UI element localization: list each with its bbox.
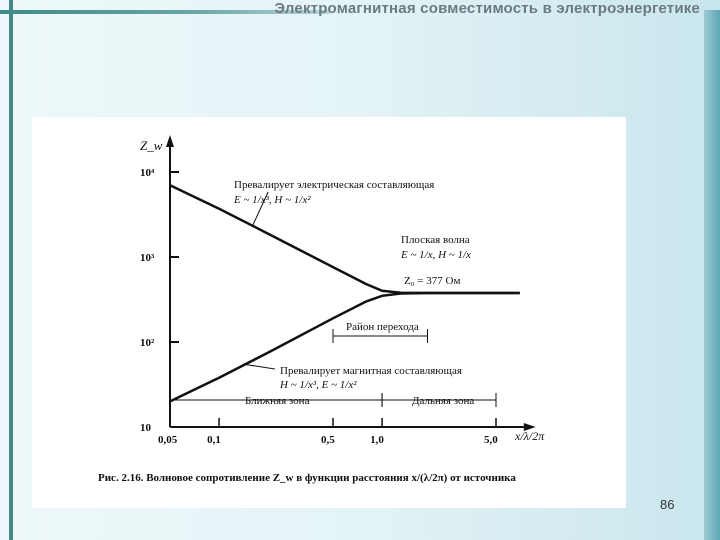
x-tick-label: 0,05 [158, 434, 178, 446]
annotation-magnetic-1: Превалирует магнитная составляющая [280, 365, 462, 377]
figure-caption: Рис. 2.16. Волновое сопротивление Z_w в … [98, 472, 516, 484]
annotation-z0: Z₀ = 377 Ом [404, 275, 460, 287]
figure: 10 10² 10³ 10⁴ 0,05 0,1 0,5 1,0 5,0 Z_w x/λ/2π П… [32, 117, 626, 508]
annotation-magnetic-2: H ~ 1/x³, E ~ 1/x² [279, 379, 357, 391]
y-tick-label: 10 [140, 422, 152, 434]
annotation-near-zone: Ближняя зона [245, 395, 310, 407]
page-number: 86 [660, 497, 675, 512]
y-tick-label: 10⁴ [140, 167, 155, 179]
frame-left-line [9, 0, 13, 540]
annotation-plane-1: Плоская волна [401, 234, 470, 246]
wave-impedance-chart: 10 10² 10³ 10⁴ 0,05 0,1 0,5 1,0 5,0 Z_w x/λ/2π П… [98, 135, 545, 484]
frame-right-bar [704, 10, 720, 540]
annotation-transition: Район перехода [346, 321, 419, 333]
leader-magnetic [242, 363, 275, 370]
x-axis-arrow [523, 423, 536, 431]
annotation-plane-2: E ~ 1/x, H ~ 1/x [400, 249, 471, 261]
y-tick-label: 10³ [140, 252, 155, 264]
y-tick-label: 10² [140, 337, 155, 349]
slide-title: Электромагнитная совместимость в электро… [274, 0, 700, 17]
frame-top-line [0, 10, 330, 14]
curve-magnetic [169, 291, 520, 403]
x-tick-label: 1,0 [370, 434, 384, 446]
x-tick-label: 5,0 [484, 434, 498, 446]
y-axis-label: Z_w [140, 138, 163, 153]
y-axis-arrow [166, 135, 174, 147]
x-axis-label: x/λ/2π [514, 429, 545, 443]
annotation-far-zone: Дальняя зона [412, 395, 474, 407]
x-tick-label: 0,5 [321, 434, 335, 446]
leader-electric [251, 191, 269, 227]
x-tick-label: 0,1 [207, 434, 221, 446]
annotation-electric-2: E ~ 1/x³, H ~ 1/x² [233, 194, 311, 206]
annotation-electric-1: Превалирует электрическая составляющая [234, 179, 434, 191]
